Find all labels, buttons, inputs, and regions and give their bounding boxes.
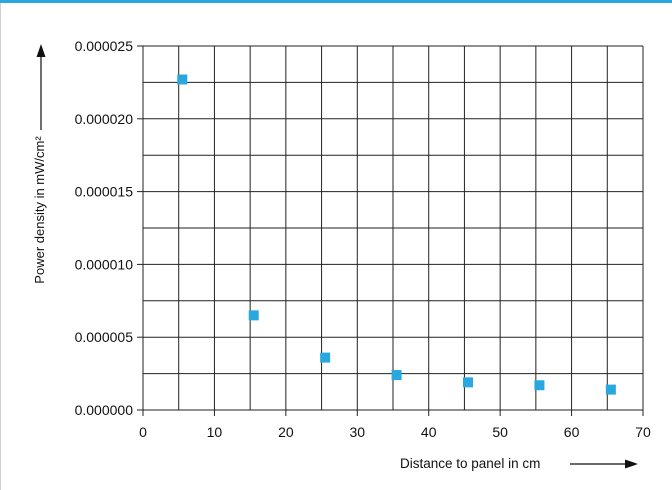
x-tick-label: 20 [278, 424, 294, 440]
y-axis-arrow-head [36, 44, 46, 57]
x-tick-label: 60 [564, 424, 580, 440]
data-point-marker [320, 352, 331, 363]
left-frame-rule [0, 3, 1, 490]
data-points [177, 74, 616, 395]
y-tick-label: 0.000000 [75, 402, 134, 418]
x-tick-label: 70 [635, 424, 651, 440]
top-accent-rule [0, 0, 672, 3]
x-tick-label: 40 [421, 424, 437, 440]
grid-lines [142, 45, 644, 411]
y-tick-label: 0.000005 [75, 329, 134, 345]
x-tick-label: 10 [207, 424, 223, 440]
y-tick-label: 0.000025 [75, 38, 134, 54]
y-tick-label: 0.000020 [75, 111, 134, 127]
y-axis-label: Power density in mW/cm² [32, 136, 47, 284]
x-axis-arrow-head [625, 459, 638, 469]
data-point-marker [463, 377, 473, 388]
x-axis-title-group: Distance to panel in cm [400, 456, 638, 471]
y-tick-labels: 0.000000 0.000005 0.000010 0.000015 0.000020… [75, 38, 143, 418]
data-point-marker [391, 370, 402, 381]
y-axis-title-group: Power density in mW/cm² [32, 44, 47, 284]
x-tick-label: 50 [492, 424, 508, 440]
data-point-marker [248, 310, 259, 321]
y-tick-label: 0.000010 [75, 256, 134, 272]
x-tick-label: 30 [349, 424, 365, 440]
data-point-marker [177, 74, 188, 85]
x-axis-label: Distance to panel in cm [400, 456, 540, 471]
x-tick-labels: 0 10 20 30 40 50 60 70 [139, 410, 651, 440]
data-point-marker [534, 380, 545, 391]
data-point-marker [605, 384, 616, 395]
x-tick-label: 0 [139, 424, 147, 440]
y-tick-label: 0.000015 [75, 184, 134, 200]
